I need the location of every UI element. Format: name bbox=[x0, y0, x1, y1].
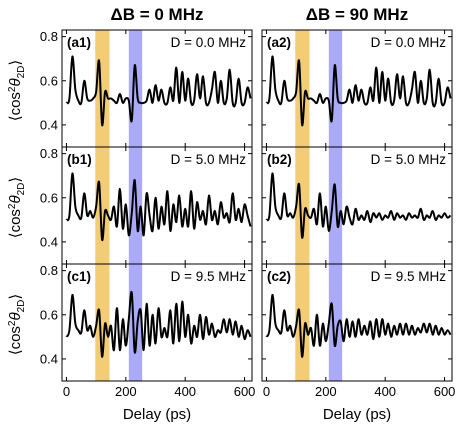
detuning-label: D = 0.0 MHz bbox=[371, 35, 447, 50]
y-tick-label: 0.6 bbox=[40, 190, 58, 205]
y-axis-label-part: 2D bbox=[16, 183, 27, 196]
y-axis-label-part: ⟨cos bbox=[7, 326, 24, 355]
axes-frame bbox=[261, 263, 453, 382]
y-axis-label: ⟨cos2θ2D⟩ bbox=[7, 177, 27, 239]
y-axis-label-part: ⟩ bbox=[7, 294, 24, 300]
highlight-band-orange bbox=[95, 147, 110, 264]
panel-b1: 0.4 0.6 0.8 (b1) D = 5.0 MHz bbox=[40, 146, 253, 265]
panel-label: (b2) bbox=[267, 152, 292, 167]
panel-label: (b1) bbox=[67, 152, 92, 167]
highlight-band-blue bbox=[128, 30, 143, 147]
y-tick-label: 0.8 bbox=[40, 146, 58, 161]
panel-label: (a2) bbox=[267, 35, 291, 50]
y-axis-label-part: 2D bbox=[16, 66, 27, 79]
x-tick-label: 200 bbox=[115, 384, 137, 399]
x-tick-label: 600 bbox=[434, 384, 456, 399]
y-axis-label-part: θ bbox=[7, 78, 24, 86]
series-line bbox=[65, 290, 252, 358]
y-axis-label-part: 2 bbox=[7, 203, 18, 209]
detuning-label: D = 0.0 MHz bbox=[171, 35, 247, 50]
y-tick-label: 0.8 bbox=[40, 29, 58, 44]
series-line bbox=[265, 55, 452, 127]
y-tick-label: 0.6 bbox=[40, 73, 58, 88]
y-tick-label: 0.8 bbox=[40, 263, 58, 278]
x-tick-label: 400 bbox=[174, 384, 196, 399]
highlight-band-blue bbox=[328, 264, 343, 381]
highlight-band-orange bbox=[295, 264, 310, 381]
y-axis-label-part: θ bbox=[7, 312, 24, 320]
y-axis-label-part: 2D bbox=[16, 300, 27, 313]
series-line bbox=[65, 172, 252, 242]
detuning-label: D = 9.5 MHz bbox=[171, 269, 247, 284]
x-tick-label: 0 bbox=[63, 384, 70, 399]
y-axis-label-part: 2 bbox=[7, 86, 18, 92]
y-axis-label-part: θ bbox=[7, 195, 24, 203]
x-tick-label: 0 bbox=[263, 384, 270, 399]
panel-label: (c1) bbox=[67, 269, 91, 284]
detuning-label: D = 5.0 MHz bbox=[171, 152, 247, 167]
panel-label: (c2) bbox=[267, 269, 291, 284]
column-title: ΔB = 90 MHz bbox=[306, 5, 408, 24]
y-axis-label-part: ⟨cos bbox=[7, 92, 24, 121]
detuning-label: D = 5.0 MHz bbox=[371, 152, 447, 167]
y-axis-label-part: 2 bbox=[7, 320, 18, 326]
x-tick-label: 400 bbox=[374, 384, 396, 399]
highlight-band-orange bbox=[295, 147, 310, 264]
panel-b2: (b2) D = 5.0 MHz bbox=[261, 146, 453, 265]
y-tick-label: 0.4 bbox=[40, 351, 58, 366]
panel-a1: 0.4 0.6 0.8 (a1) D = 0.0 MHz bbox=[40, 29, 253, 148]
y-axis-label-part: ⟨cos bbox=[7, 209, 24, 238]
panel-c2: 0 200 400 600 (c2) D = 9.5 MHz bbox=[261, 263, 456, 399]
x-tick-label: 600 bbox=[234, 384, 256, 399]
detuning-label: D = 9.5 MHz bbox=[371, 269, 447, 284]
y-axis-label-part: ⟩ bbox=[7, 60, 24, 66]
y-tick-label: 0.4 bbox=[40, 117, 58, 132]
panel-c1: 0.4 0.6 0.8 0 200 400 600 (c1) D = 9.5 MHz bbox=[40, 263, 256, 399]
axes-frame bbox=[61, 263, 253, 382]
panel-label: (a1) bbox=[67, 35, 91, 50]
series-line bbox=[265, 293, 452, 358]
y-axis-label: ⟨cos2θ2D⟩ bbox=[7, 60, 27, 122]
y-tick-label: 0.6 bbox=[40, 307, 58, 322]
y-axis-label-part: ⟩ bbox=[7, 177, 24, 183]
panel-a2: (a2) D = 0.0 MHz bbox=[261, 29, 453, 148]
x-axis-label: Delay (ps) bbox=[123, 406, 191, 423]
highlight-band-blue bbox=[128, 264, 143, 381]
column-title: ΔB = 0 MHz bbox=[111, 5, 204, 24]
highlight-band-orange bbox=[95, 264, 110, 381]
series-line bbox=[65, 55, 252, 127]
highlight-band-blue bbox=[328, 30, 343, 147]
x-tick-label: 200 bbox=[315, 384, 337, 399]
series-line bbox=[265, 172, 452, 239]
x-axis-label: Delay (ps) bbox=[323, 406, 391, 423]
y-tick-label: 0.4 bbox=[40, 234, 58, 249]
y-axis-label: ⟨cos2θ2D⟩ bbox=[7, 294, 27, 356]
